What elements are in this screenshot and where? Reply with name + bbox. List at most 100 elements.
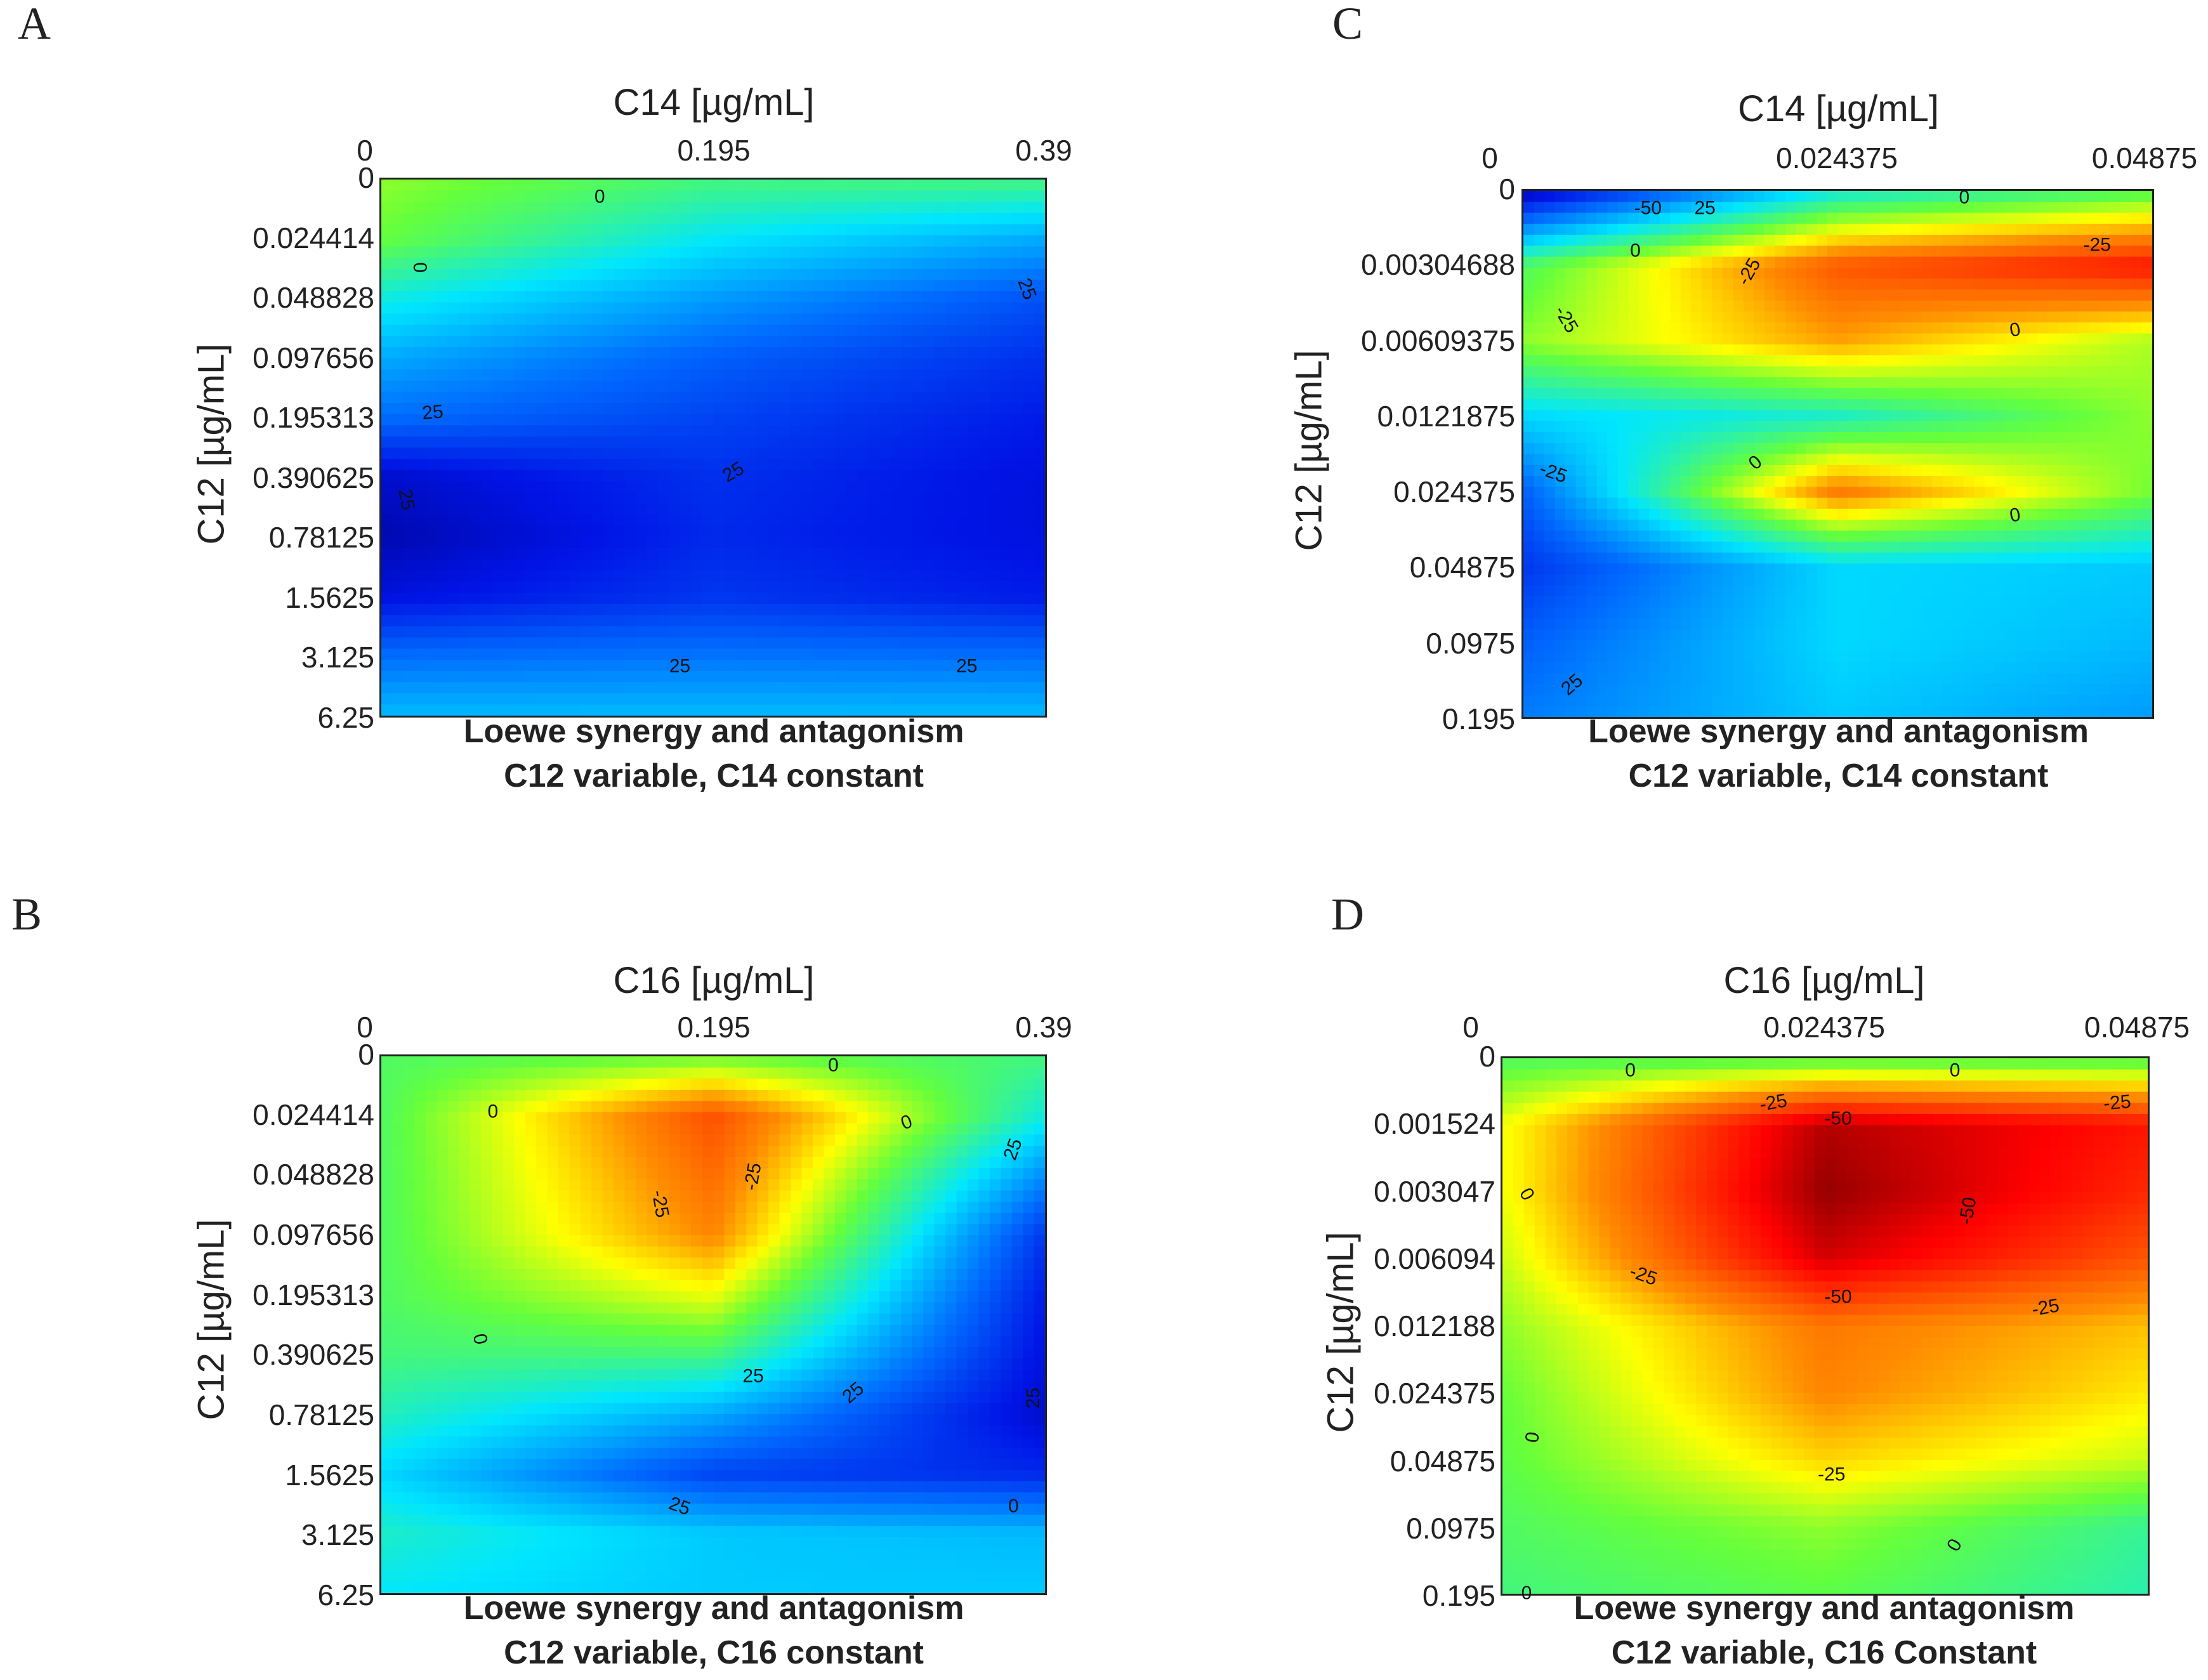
heatmap-cell bbox=[614, 324, 626, 337]
heatmap-cell bbox=[1921, 454, 1933, 466]
heatmap-cell bbox=[2089, 410, 2101, 422]
heatmap-cell bbox=[768, 391, 780, 404]
heatmap-cell bbox=[1544, 487, 1556, 499]
heatmap-cell bbox=[768, 525, 780, 538]
heatmap-cell bbox=[1754, 267, 1765, 279]
heatmap-cell bbox=[381, 268, 393, 281]
heatmap-cell bbox=[824, 246, 836, 259]
heatmap-cell bbox=[1869, 279, 1881, 291]
heatmap-cell bbox=[1806, 311, 1818, 324]
heatmap-cell bbox=[2100, 311, 2111, 324]
heatmap-cell bbox=[713, 380, 725, 393]
heatmap-cell bbox=[901, 637, 913, 650]
heatmap-cell bbox=[2089, 289, 2101, 301]
heatmap-cell bbox=[779, 302, 791, 315]
heatmap-cell bbox=[801, 380, 813, 393]
heatmap-cell bbox=[978, 593, 990, 605]
heatmap-cell bbox=[724, 481, 736, 493]
heatmap-cell bbox=[591, 224, 603, 236]
heatmap-cell bbox=[2068, 289, 2080, 301]
heatmap-cell bbox=[1984, 267, 1995, 279]
heatmap-cell bbox=[447, 603, 459, 616]
heatmap-cell bbox=[989, 559, 1001, 571]
heatmap-cell bbox=[746, 235, 758, 247]
heatmap-cell bbox=[1001, 391, 1013, 404]
heatmap-cell bbox=[901, 481, 913, 493]
heatmap-cell bbox=[1827, 235, 1839, 247]
heatmap-cell bbox=[1011, 603, 1023, 616]
heatmap-cell bbox=[503, 581, 515, 594]
heatmap-cell bbox=[934, 302, 946, 315]
heatmap-cell bbox=[503, 224, 515, 236]
heatmap-cell bbox=[2079, 191, 2090, 203]
heatmap-cell bbox=[1034, 603, 1045, 616]
heatmap-cell bbox=[779, 559, 791, 571]
heatmap-cell bbox=[680, 436, 692, 449]
heatmap-cell bbox=[503, 336, 515, 348]
heatmap-cell bbox=[403, 615, 415, 627]
heatmap-cell bbox=[724, 548, 736, 560]
heatmap-cell bbox=[1733, 508, 1744, 520]
heatmap-cell bbox=[2089, 464, 2101, 476]
heatmap-cell bbox=[1617, 235, 1629, 247]
heatmap-cell bbox=[1034, 369, 1045, 381]
heatmap-cell bbox=[912, 380, 924, 393]
heatmap-cell bbox=[857, 626, 869, 638]
heatmap-cell bbox=[547, 593, 559, 605]
heatmap-cell bbox=[702, 180, 714, 192]
heatmap-cell bbox=[1617, 191, 1629, 203]
heatmap-cell bbox=[691, 324, 703, 337]
heatmap-cell bbox=[536, 336, 548, 348]
heatmap-cell bbox=[602, 213, 614, 225]
heatmap-cell bbox=[425, 291, 437, 303]
heatmap-cell bbox=[1722, 464, 1733, 476]
heatmap-cell bbox=[1837, 191, 1849, 203]
heatmap-cell bbox=[791, 671, 803, 683]
heatmap-cell bbox=[425, 190, 437, 203]
heatmap-cell bbox=[536, 380, 548, 393]
heatmap-cell bbox=[791, 704, 803, 716]
heatmap-cell bbox=[558, 291, 570, 303]
heatmap-cell bbox=[680, 492, 692, 504]
heatmap-cell bbox=[569, 347, 581, 359]
heatmap-cell bbox=[2120, 223, 2132, 235]
heatmap-cell bbox=[1691, 399, 1702, 411]
heatmap-cell bbox=[1649, 497, 1660, 509]
heatmap-cell bbox=[480, 559, 493, 571]
heatmap-cell bbox=[824, 503, 836, 515]
heatmap-cell bbox=[2141, 443, 2152, 455]
heatmap-cell bbox=[1649, 267, 1660, 279]
heatmap-cell bbox=[967, 347, 980, 359]
heatmap-cell bbox=[1858, 267, 1870, 279]
heatmap-cell bbox=[558, 202, 570, 214]
heatmap-cell bbox=[801, 190, 813, 203]
heatmap-cell bbox=[1974, 311, 1985, 324]
heatmap-cell bbox=[1817, 563, 1828, 575]
heatmap-cell bbox=[647, 537, 659, 549]
heatmap-cell bbox=[1001, 313, 1013, 325]
heatmap-cell bbox=[1023, 403, 1035, 415]
heatmap-cell bbox=[713, 537, 725, 549]
heatmap-cell bbox=[868, 358, 880, 371]
heatmap-cell bbox=[1754, 454, 1765, 466]
heatmap-cell bbox=[1554, 497, 1566, 509]
heatmap-cell bbox=[1848, 520, 1860, 532]
heatmap-cell bbox=[1649, 552, 1660, 565]
heatmap-cell bbox=[801, 213, 813, 225]
heatmap-cell bbox=[1733, 388, 1744, 400]
heatmap-cell bbox=[1534, 530, 1545, 542]
heatmap-cell bbox=[580, 190, 592, 203]
heatmap-cell bbox=[1764, 487, 1776, 499]
heatmap-cell bbox=[503, 559, 515, 571]
heatmap-cell bbox=[1638, 541, 1650, 553]
heatmap-cell bbox=[868, 447, 880, 459]
heatmap-cell bbox=[934, 682, 946, 694]
heatmap-cell bbox=[2047, 487, 2059, 499]
heatmap-cell bbox=[470, 302, 482, 315]
heatmap-cell bbox=[834, 380, 846, 393]
heatmap-cell bbox=[425, 391, 437, 404]
heatmap-cell bbox=[447, 581, 459, 594]
heatmap-cell bbox=[1764, 377, 1776, 389]
heatmap-cell bbox=[536, 637, 548, 650]
heatmap-cell bbox=[525, 324, 537, 337]
